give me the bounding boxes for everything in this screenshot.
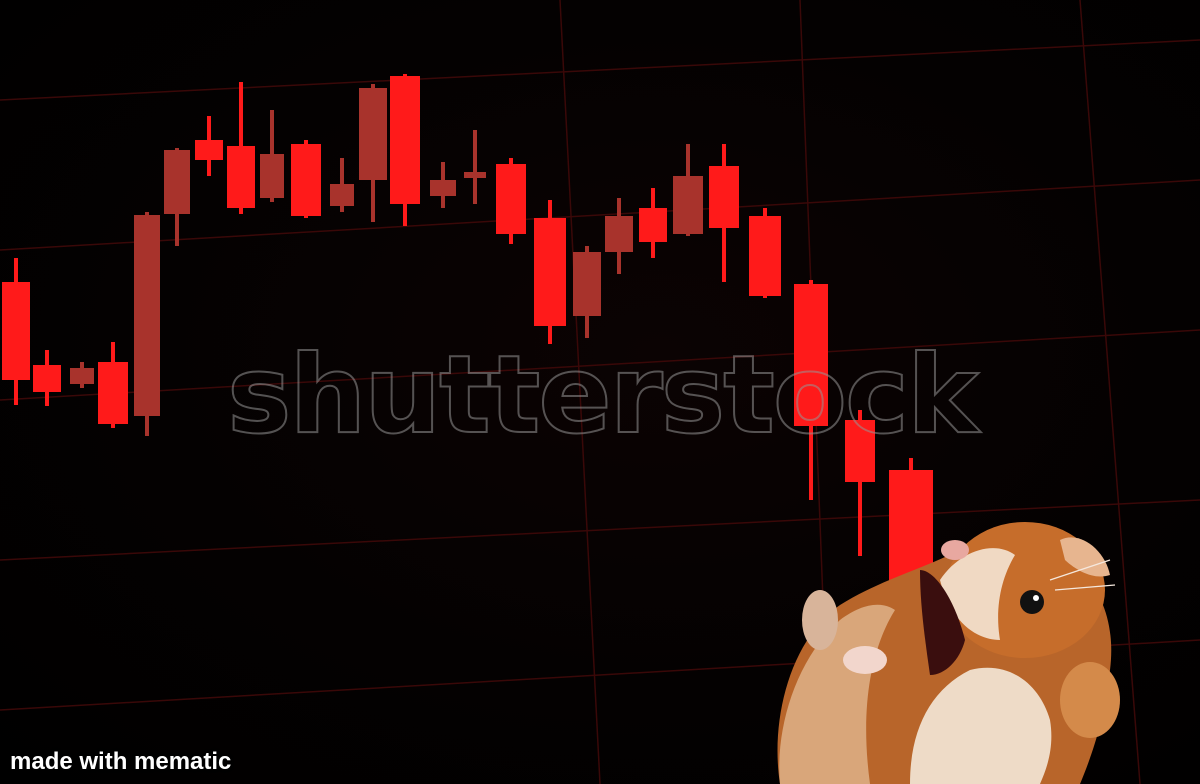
candle-body: [639, 208, 667, 242]
candle-body: [845, 420, 875, 482]
grid-line: [0, 329, 1200, 401]
candle-body: [134, 215, 160, 416]
candle-body: [749, 216, 781, 296]
grid-line: [0, 499, 1200, 561]
hamster-photo: [777, 522, 1120, 784]
candle-body: [98, 362, 128, 424]
grid-line: [559, 0, 601, 784]
candle-body: [534, 218, 566, 326]
candle-body: [573, 252, 601, 316]
candle-body: [496, 164, 526, 234]
grid-line: [1079, 0, 1141, 784]
candle-body: [709, 166, 739, 228]
candle-body: [70, 368, 94, 384]
candle-body: [359, 88, 387, 180]
grid-line: [0, 179, 1200, 251]
candle-body: [673, 176, 703, 234]
candle-body: [605, 216, 633, 252]
candle-body: [390, 76, 420, 204]
candle-body: [33, 365, 61, 392]
candle-body: [260, 154, 284, 198]
candle-body: [794, 284, 828, 426]
candle-body: [291, 144, 321, 216]
candle-body: [330, 184, 354, 206]
candle-body: [195, 140, 223, 160]
candle-body: [430, 180, 456, 196]
candle-body: [164, 150, 190, 214]
candle-body: [227, 146, 255, 208]
caption: made with mematic: [10, 748, 232, 775]
candles: [2, 74, 933, 676]
candle-body: [2, 282, 30, 380]
candle-body: [464, 172, 486, 178]
grid-line: [0, 39, 1200, 101]
